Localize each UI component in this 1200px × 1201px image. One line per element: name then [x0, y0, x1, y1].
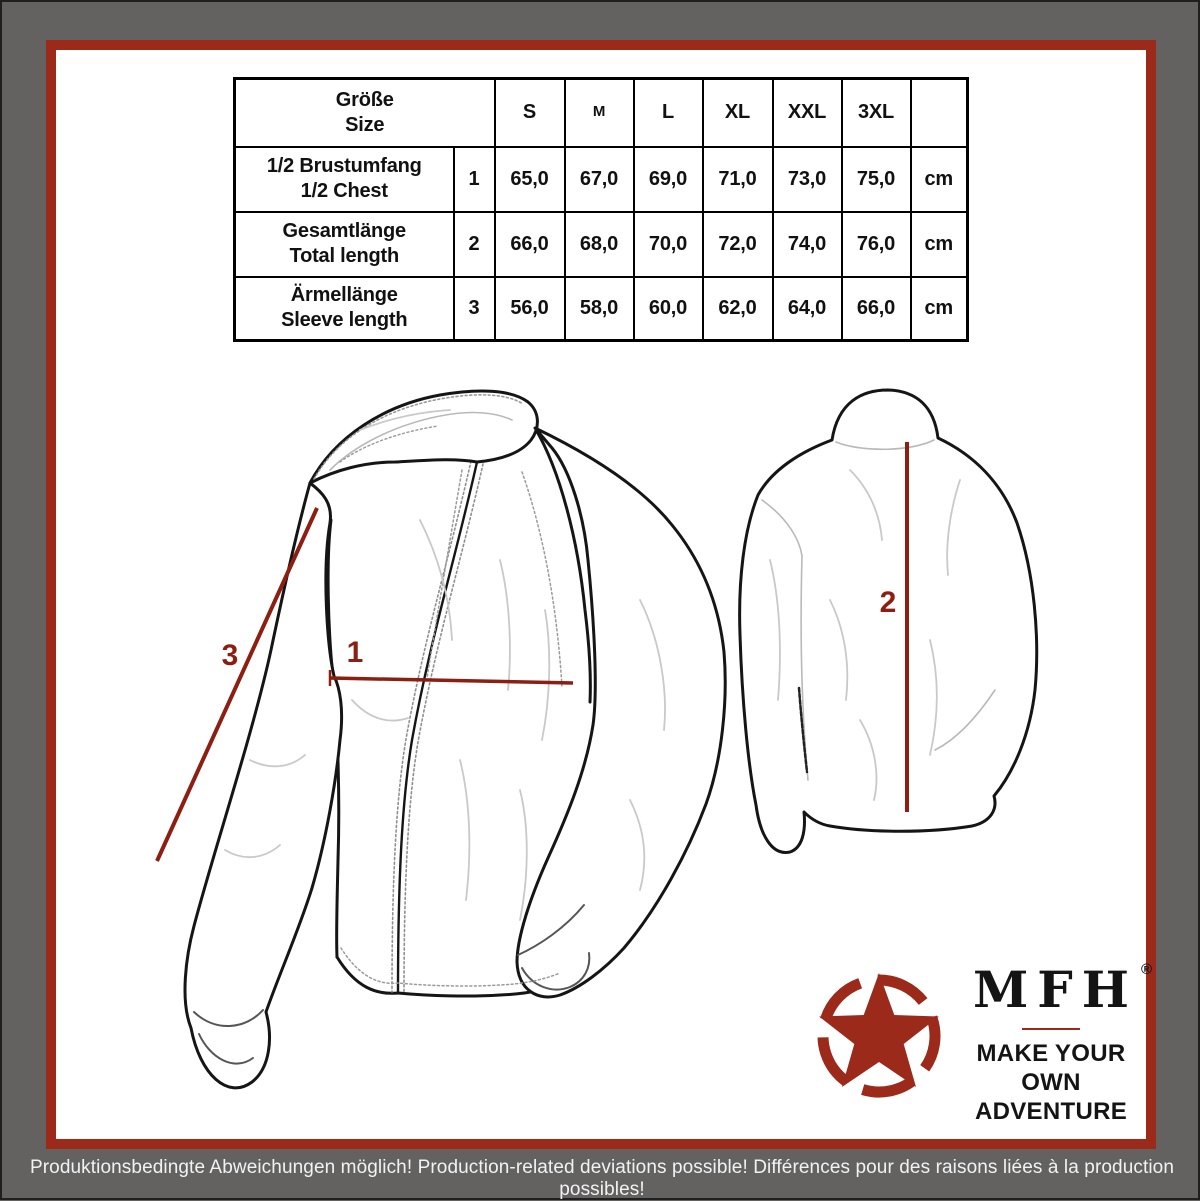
measurement-label-3: 3 [222, 639, 239, 672]
jacket-back-drawing [738, 388, 1039, 854]
back-pocket-zipper [797, 686, 809, 774]
value-cell: 65,0 [493, 145, 566, 213]
content-panel: Größe Size S M L XL XXL 3XL 1/2 Brustumf… [46, 40, 1156, 1149]
value-cell: 58,0 [563, 275, 635, 342]
front-collar [308, 389, 539, 485]
size-col-xxl: XXL [771, 77, 843, 148]
measurement-lines: 1 3 2 [155, 442, 909, 862]
jacket-front-drawing [183, 389, 727, 1090]
row-number-cell: 2 [452, 210, 496, 278]
front-left-sleeve [183, 481, 344, 1090]
tagline-line1: MAKE YOUR OWN [976, 1040, 1126, 1096]
front-right-sleeve [515, 426, 727, 999]
row-label-cell: 1/2 Brustumfang 1/2 Chest [233, 145, 455, 213]
measurement-label-1: 1 [347, 636, 364, 669]
row-label-de: 1/2 Brustumfang [266, 155, 422, 177]
logo-divider [1022, 1028, 1080, 1030]
value-cell: 69,0 [632, 145, 704, 213]
size-col-m: M [563, 77, 635, 148]
row-label-de: Gesamtlänge [282, 220, 407, 242]
table-row-sleeve-length: Ärmellänge Sleeve length 3 56,0 58,0 60,… [233, 275, 969, 342]
front-seam-stitching [340, 469, 563, 987]
tagline-line2: ADVENTURE [974, 1098, 1128, 1125]
mfh-star-emblem [817, 973, 941, 1098]
size-col-l: L [632, 77, 704, 148]
table-row-total-length: Gesamtlänge Total length 2 66,0 68,0 70,… [233, 210, 969, 278]
measurement-line-1-chest [329, 676, 574, 685]
front-crease-lines [224, 409, 666, 921]
value-cell: 71,0 [701, 145, 774, 213]
jacket-technical-drawing: 1 3 2 [155, 388, 1039, 1098]
table-header-row: Größe Size S M L XL XXL 3XL [233, 77, 969, 148]
size-col-s: S [493, 77, 566, 148]
row-label-en: Sleeve length [281, 309, 408, 332]
table-row-chest: 1/2 Brustumfang 1/2 Chest 1 65,0 67,0 69… [233, 145, 969, 213]
row-label-cell: Ärmellänge Sleeve length [233, 275, 455, 342]
back-crease-lines [769, 469, 961, 801]
value-cell: 60,0 [632, 275, 704, 342]
value-cell: 76,0 [840, 210, 912, 278]
front-zipper [391, 460, 484, 995]
value-cell: 64,0 [771, 275, 843, 342]
row-number-cell: 3 [452, 275, 496, 342]
value-cell: 70,0 [632, 210, 704, 278]
size-col-3xl: 3XL [840, 77, 912, 148]
value-cell: 56,0 [493, 275, 566, 342]
row-number-cell: 1 [452, 145, 496, 213]
registered-trademark-symbol: ® [1140, 961, 1153, 978]
brand-name: MFH [972, 960, 1139, 1019]
size-col-unit-empty [909, 77, 969, 148]
row-label-de: Ärmellänge [290, 284, 398, 307]
size-table: Größe Size S M L XL XXL 3XL 1/2 Brustumf… [233, 77, 969, 342]
size-label-de: Größe [335, 88, 394, 111]
value-cell: 75,0 [840, 145, 912, 213]
value-cell: 66,0 [840, 275, 912, 342]
measurement-line-3-sleeve [155, 507, 319, 862]
unit-cell: cm [909, 145, 969, 213]
size-header-label-cell: Größe Size [233, 77, 496, 148]
value-cell: 74,0 [771, 210, 843, 278]
measurement-label-2: 2 [880, 586, 897, 619]
row-label-en: 1/2 Chest [300, 180, 388, 202]
size-col-xl: XL [701, 77, 774, 148]
brand-line: MFH ® [964, 961, 1152, 1015]
row-label-cell: Gesamtlänge Total length [233, 210, 455, 278]
value-cell: 73,0 [771, 145, 843, 213]
value-cell: 68,0 [563, 210, 635, 278]
value-cell: 66,0 [493, 210, 566, 278]
back-silhouette [738, 388, 1039, 854]
unit-cell: cm [909, 210, 969, 278]
value-cell: 67,0 [563, 145, 635, 213]
star-icon [819, 973, 939, 1087]
front-right-panel-edge [533, 426, 592, 704]
mfh-logo-text: MFH ® MAKE YOUR OWN ADVENTURE [945, 961, 1157, 1126]
unit-cell: cm [909, 275, 969, 342]
value-cell: 62,0 [701, 275, 774, 342]
size-label-en: Size [345, 113, 385, 136]
footer-disclaimer: Produktionsbedingte Abweichungen möglich… [29, 1157, 1175, 1200]
value-cell: 72,0 [701, 210, 774, 278]
row-label-en: Total length [289, 245, 400, 267]
